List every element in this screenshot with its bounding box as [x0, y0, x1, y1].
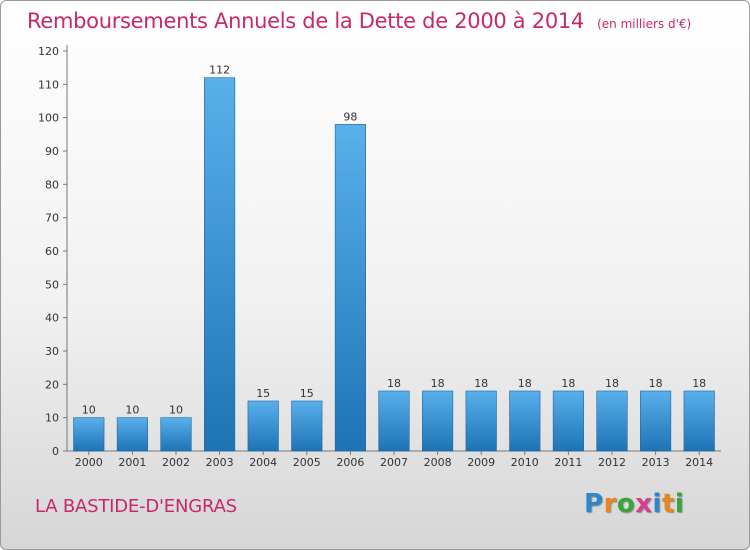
logo-letter: i: [674, 489, 685, 519]
bar-2014: [683, 390, 715, 452]
x-tick-label-2005: 2005: [293, 456, 321, 469]
x-tick-label-2002: 2002: [162, 456, 190, 469]
bar-2007: [378, 390, 410, 452]
x-tick-label-2006: 2006: [336, 456, 364, 469]
data-label-2001: 10: [125, 404, 139, 417]
y-tick-label: 10: [45, 412, 59, 425]
bar-2004: [247, 400, 279, 452]
bar-2011: [552, 390, 584, 452]
chart-title: Remboursements Annuels de la Dette de 20…: [27, 9, 691, 33]
logo-letter: i: [652, 489, 662, 519]
y-tick-label: 50: [45, 278, 59, 291]
data-label-2011: 18: [561, 377, 575, 390]
y-tick-label: 60: [45, 245, 59, 258]
unit-text: (en milliers d'€): [597, 17, 692, 31]
data-label-2009: 18: [474, 377, 488, 390]
bar-2010: [509, 390, 541, 452]
bar-2000: [73, 417, 105, 452]
data-label-2006: 98: [343, 110, 357, 123]
data-label-2002: 10: [169, 404, 183, 417]
bar-2008: [422, 390, 454, 452]
bar-2002: [160, 417, 192, 452]
x-tick-label-2010: 2010: [511, 456, 539, 469]
bar-2006: [334, 124, 366, 452]
bar-2005: [291, 400, 323, 452]
y-tick-label: 0: [52, 445, 59, 458]
y-tick-label: 100: [38, 112, 59, 125]
bar-2013: [640, 390, 672, 452]
data-label-2012: 18: [605, 377, 619, 390]
bar-2001: [116, 417, 148, 452]
y-tick-label: 70: [45, 212, 59, 225]
logo-letter: t: [661, 489, 675, 519]
data-label-2005: 15: [300, 387, 314, 400]
logo-letter: P: [584, 489, 604, 519]
data-label-2003: 112: [209, 64, 230, 77]
data-label-2007: 18: [387, 377, 401, 390]
y-tick-label: 90: [45, 145, 59, 158]
bar-2009: [465, 390, 497, 452]
logo-letter: x: [635, 489, 653, 519]
bar-2003: [204, 77, 236, 452]
x-tick-label-2007: 2007: [380, 456, 408, 469]
x-tick-label-2001: 2001: [118, 456, 146, 469]
x-tick-label-2003: 2003: [206, 456, 234, 469]
data-label-2010: 18: [518, 377, 532, 390]
x-tick-label-2014: 2014: [685, 456, 713, 469]
data-label-2004: 15: [256, 387, 270, 400]
logo-letter: o: [616, 489, 636, 519]
x-tick-label-2008: 2008: [424, 456, 452, 469]
x-tick-label-2011: 2011: [554, 456, 582, 469]
x-tick-label-2012: 2012: [598, 456, 626, 469]
data-label-2013: 18: [649, 377, 663, 390]
data-label-2014: 18: [692, 377, 706, 390]
commune-name: LA BASTIDE-D'ENGRAS: [35, 496, 237, 517]
y-tick-label: 20: [45, 378, 59, 391]
x-tick-label-2000: 2000: [75, 456, 103, 469]
bar-2012: [596, 390, 628, 452]
y-tick-label: 30: [45, 345, 59, 358]
x-tick-label-2013: 2013: [642, 456, 670, 469]
data-label-2000: 10: [82, 404, 96, 417]
y-tick-label: 120: [38, 45, 59, 58]
y-tick-label: 110: [38, 78, 59, 91]
y-tick-label: 40: [45, 312, 59, 325]
logo-letter: r: [603, 489, 617, 519]
y-tick-label: 80: [45, 178, 59, 191]
proxiti-logo: Proxiti: [584, 489, 684, 519]
title-text: Remboursements Annuels de la Dette de 20…: [27, 9, 584, 33]
x-tick-label-2004: 2004: [249, 456, 277, 469]
data-label-2008: 18: [431, 377, 445, 390]
x-tick-label-2009: 2009: [467, 456, 495, 469]
